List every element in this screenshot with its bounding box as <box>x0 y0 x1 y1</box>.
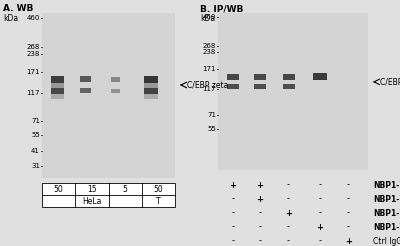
Text: 15: 15 <box>87 184 97 194</box>
Text: -: - <box>318 195 322 203</box>
Text: kDa: kDa <box>3 14 18 23</box>
Bar <box>144 94 158 99</box>
Text: C/EBP zeta: C/EBP zeta <box>187 80 228 90</box>
Text: +: + <box>256 195 264 203</box>
Text: -: - <box>232 222 234 231</box>
Bar <box>313 73 327 80</box>
Text: NBP1-71911: NBP1-71911 <box>373 222 400 231</box>
Text: kDa: kDa <box>200 14 215 23</box>
Text: 117: 117 <box>202 86 216 92</box>
Text: 50: 50 <box>54 184 64 194</box>
Text: -: - <box>287 181 290 189</box>
Text: 71: 71 <box>31 118 40 123</box>
Bar <box>42 183 175 207</box>
Bar <box>42 13 175 178</box>
Bar <box>282 84 294 90</box>
Text: -: - <box>318 181 322 189</box>
Bar <box>80 88 91 93</box>
Bar <box>254 84 266 90</box>
Text: 55: 55 <box>31 132 40 138</box>
Text: 71: 71 <box>207 112 216 118</box>
Bar <box>111 89 120 93</box>
Text: B. IP/WB: B. IP/WB <box>200 4 243 13</box>
Text: T: T <box>156 197 161 205</box>
Text: +: + <box>316 222 324 231</box>
Text: 171: 171 <box>202 66 216 72</box>
Text: -: - <box>232 236 234 246</box>
Text: 171: 171 <box>26 69 40 75</box>
Text: 31: 31 <box>31 163 40 169</box>
Bar <box>282 74 294 80</box>
Text: 238: 238 <box>27 51 40 57</box>
Text: 268: 268 <box>203 43 216 49</box>
Text: 238: 238 <box>203 49 216 55</box>
Text: -: - <box>287 222 290 231</box>
Bar <box>52 94 64 99</box>
Text: -: - <box>258 236 262 246</box>
Text: A. WB: A. WB <box>3 4 33 13</box>
Text: -: - <box>232 195 234 203</box>
Text: 5: 5 <box>123 184 128 194</box>
Bar <box>144 83 158 88</box>
Text: HeLa: HeLa <box>82 197 102 205</box>
Bar <box>111 77 120 82</box>
Text: 117: 117 <box>26 90 40 96</box>
Text: 460: 460 <box>203 14 216 20</box>
Text: -: - <box>318 236 322 246</box>
Text: +: + <box>256 181 264 189</box>
Bar <box>254 74 266 80</box>
Bar <box>227 74 239 80</box>
Bar <box>218 13 368 170</box>
Text: -: - <box>232 209 234 217</box>
Text: C/EBP zeta: C/EBP zeta <box>380 77 400 86</box>
Text: -: - <box>347 195 350 203</box>
Bar <box>144 76 158 83</box>
Text: -: - <box>347 181 350 189</box>
Bar <box>227 84 239 90</box>
Text: +: + <box>345 236 352 246</box>
Text: -: - <box>347 209 350 217</box>
Text: -: - <box>287 195 290 203</box>
Text: -: - <box>287 236 290 246</box>
Text: 460: 460 <box>27 15 40 21</box>
Text: -: - <box>258 209 262 217</box>
Text: NBP1-71910: NBP1-71910 <box>373 209 400 217</box>
Bar <box>144 88 158 94</box>
Text: +: + <box>230 181 236 189</box>
Bar <box>80 76 91 82</box>
Text: +: + <box>285 209 292 217</box>
Bar <box>52 76 64 83</box>
Text: -: - <box>318 209 322 217</box>
Text: Ctrl IgG: Ctrl IgG <box>373 236 400 246</box>
Text: 55: 55 <box>207 126 216 132</box>
Bar <box>52 83 64 88</box>
Text: -: - <box>347 222 350 231</box>
Text: 41: 41 <box>31 148 40 154</box>
Text: NBP1-71909: NBP1-71909 <box>373 195 400 203</box>
Text: 50: 50 <box>154 184 163 194</box>
Text: -: - <box>258 222 262 231</box>
Bar <box>52 88 64 94</box>
Text: 268: 268 <box>27 44 40 50</box>
Text: NBP1-71908: NBP1-71908 <box>373 181 400 189</box>
